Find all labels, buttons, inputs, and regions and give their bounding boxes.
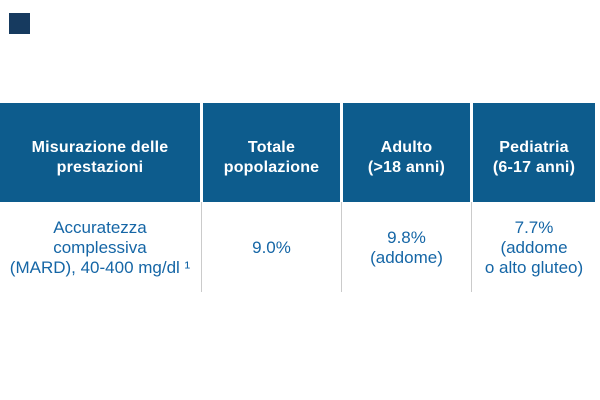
table-header-row: Misurazione delle prestazioni Totale pop… — [0, 103, 595, 202]
header-line: Adulto — [380, 138, 433, 156]
divider-line — [341, 202, 342, 292]
data-cell-totale-popolazione: 9.0% — [203, 202, 340, 292]
header-line: (>18 anni) — [367, 158, 446, 176]
column-divider — [340, 202, 343, 292]
data-cell-accuratezza: Accuratezza complessiva (MARD), 40-400 m… — [0, 202, 200, 292]
table-data-row: Accuratezza complessiva (MARD), 40-400 m… — [0, 202, 595, 292]
header-line: popolazione — [223, 158, 320, 176]
data-line: (MARD), 40-400 mg/dl ¹ — [9, 258, 191, 277]
data-line: (addome) — [370, 248, 443, 267]
header-line: Totale — [247, 138, 296, 156]
data-cell-adulto: 9.8% (addome) — [343, 202, 470, 292]
header-cell-totale-popolazione: Totale popolazione — [203, 103, 340, 202]
data-line: Accuratezza — [53, 218, 147, 237]
header-line: (6-17 anni) — [492, 158, 576, 176]
performance-table: Misurazione delle prestazioni Totale pop… — [0, 103, 595, 292]
data-line: 9.0% — [252, 238, 291, 257]
header-column-gap — [470, 103, 473, 202]
header-column-gap — [340, 103, 343, 202]
header-cell-adulto: Adulto (>18 anni) — [343, 103, 470, 202]
data-line: o alto gluteo) — [484, 258, 584, 277]
header-cell-pediatria: Pediatria (6-17 anni) — [473, 103, 595, 202]
divider-line — [471, 202, 472, 292]
divider-line — [201, 202, 202, 292]
header-line: Misurazione delle — [31, 138, 169, 156]
data-line: complessiva — [53, 238, 147, 257]
header-line: prestazioni — [56, 158, 144, 176]
header-cell-misurazione: Misurazione delle prestazioni — [0, 103, 200, 202]
column-divider — [200, 202, 203, 292]
column-divider — [470, 202, 473, 292]
header-line: Pediatria — [499, 138, 569, 156]
data-line: 9.8% — [387, 228, 426, 247]
data-line: (addome — [500, 238, 568, 257]
corner-accent-square — [9, 13, 30, 34]
data-line: 7.7% — [514, 218, 554, 237]
header-column-gap — [200, 103, 203, 202]
data-cell-pediatria: 7.7% (addome o alto gluteo) — [473, 202, 595, 292]
